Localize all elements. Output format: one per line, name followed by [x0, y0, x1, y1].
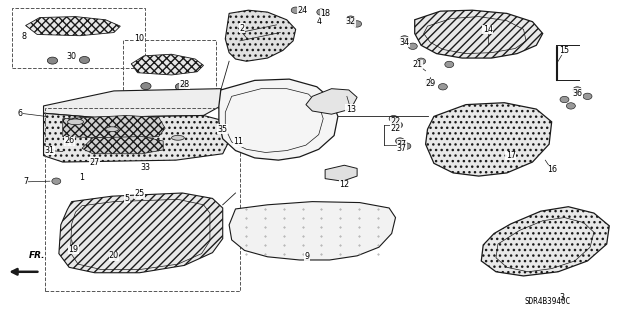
- Ellipse shape: [417, 58, 426, 64]
- Polygon shape: [59, 193, 223, 273]
- Text: 13: 13: [346, 105, 356, 114]
- Text: 4: 4: [316, 17, 321, 26]
- Ellipse shape: [353, 21, 362, 27]
- Text: 21: 21: [412, 60, 422, 69]
- Bar: [12, 8, 145, 68]
- Polygon shape: [229, 202, 396, 260]
- Ellipse shape: [573, 87, 582, 93]
- Text: 37: 37: [397, 140, 407, 149]
- Text: 5: 5: [124, 194, 129, 203]
- Text: 37: 37: [397, 144, 407, 153]
- Ellipse shape: [566, 103, 575, 109]
- Text: 11: 11: [233, 137, 243, 146]
- Text: 33: 33: [141, 163, 151, 172]
- Ellipse shape: [396, 138, 404, 144]
- Text: 6: 6: [18, 109, 23, 118]
- Bar: [123, 40, 216, 96]
- Text: 31: 31: [45, 146, 55, 155]
- Text: 34: 34: [399, 38, 410, 47]
- Ellipse shape: [438, 84, 447, 90]
- Polygon shape: [131, 54, 204, 75]
- Ellipse shape: [408, 43, 417, 49]
- Text: 25: 25: [134, 189, 145, 198]
- Polygon shape: [426, 103, 552, 176]
- Text: 27: 27: [90, 158, 100, 167]
- Ellipse shape: [106, 127, 118, 132]
- Polygon shape: [26, 17, 120, 36]
- Ellipse shape: [291, 7, 300, 13]
- Ellipse shape: [346, 16, 355, 22]
- Ellipse shape: [109, 251, 118, 258]
- Ellipse shape: [172, 136, 184, 140]
- Polygon shape: [225, 10, 296, 61]
- Text: 2: 2: [239, 24, 244, 33]
- Ellipse shape: [141, 83, 151, 90]
- Text: 30: 30: [67, 52, 77, 61]
- Text: 22: 22: [390, 117, 401, 126]
- Bar: [556, 46, 557, 80]
- Text: 12: 12: [339, 180, 349, 189]
- Text: 20: 20: [109, 251, 119, 260]
- Ellipse shape: [52, 178, 61, 184]
- Ellipse shape: [560, 96, 569, 103]
- Text: 36: 36: [572, 89, 582, 98]
- Text: 8: 8: [22, 32, 27, 41]
- Text: 7: 7: [23, 177, 28, 186]
- Polygon shape: [219, 79, 338, 160]
- Ellipse shape: [317, 9, 326, 15]
- Ellipse shape: [68, 119, 83, 125]
- Ellipse shape: [47, 57, 58, 64]
- Text: 14: 14: [483, 25, 493, 34]
- Text: 35: 35: [218, 125, 228, 134]
- Polygon shape: [306, 89, 357, 114]
- Polygon shape: [44, 113, 229, 162]
- Ellipse shape: [400, 36, 409, 42]
- Text: 15: 15: [559, 46, 570, 55]
- Text: 10: 10: [134, 34, 145, 43]
- Ellipse shape: [175, 83, 186, 90]
- Bar: [45, 108, 240, 291]
- Text: 28: 28: [179, 80, 189, 89]
- Text: 3: 3: [559, 293, 564, 302]
- Text: FR.: FR.: [29, 251, 45, 260]
- Text: 26: 26: [64, 137, 74, 145]
- Text: 9: 9: [305, 252, 310, 261]
- Text: 29: 29: [425, 79, 435, 88]
- Polygon shape: [415, 10, 543, 58]
- Text: 19: 19: [68, 245, 79, 254]
- Polygon shape: [481, 207, 609, 276]
- Ellipse shape: [445, 61, 454, 68]
- Polygon shape: [63, 115, 165, 139]
- Text: 16: 16: [547, 165, 557, 174]
- Text: 18: 18: [320, 9, 330, 18]
- Ellipse shape: [426, 79, 435, 85]
- Text: 22: 22: [390, 124, 401, 133]
- Ellipse shape: [583, 93, 592, 100]
- Text: SDR4B3940C: SDR4B3940C: [524, 297, 570, 306]
- Ellipse shape: [79, 56, 90, 63]
- Polygon shape: [44, 89, 225, 117]
- Text: 24: 24: [297, 6, 307, 15]
- Text: 32: 32: [346, 17, 356, 26]
- Polygon shape: [82, 137, 163, 154]
- Ellipse shape: [402, 143, 411, 149]
- Text: 17: 17: [506, 151, 516, 160]
- Polygon shape: [325, 165, 357, 181]
- Text: 1: 1: [79, 173, 84, 182]
- Ellipse shape: [389, 115, 398, 122]
- Ellipse shape: [394, 122, 403, 128]
